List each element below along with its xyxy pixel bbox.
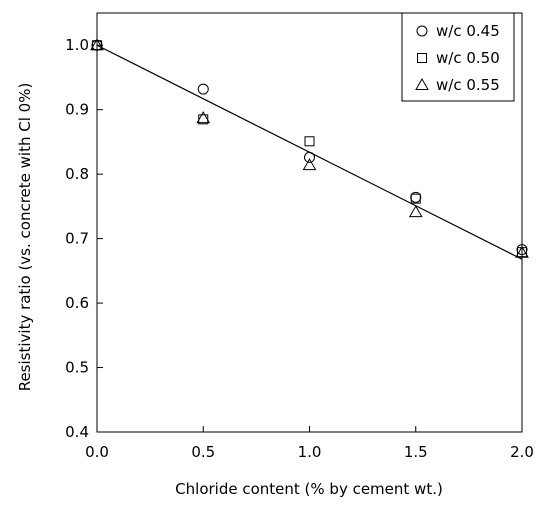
y-tick-label: 0.5 (65, 359, 89, 377)
legend-label: w/c 0.55 (436, 76, 500, 94)
y-tick-label: 0.8 (65, 165, 89, 183)
x-tick-label: 0.5 (191, 443, 215, 461)
data-point-triangle (90, 38, 104, 51)
y-tick-label: 0.9 (65, 101, 89, 119)
data-layer (90, 38, 529, 260)
y-axis-title: Resistivity ratio (vs. concrete with Cl … (16, 83, 34, 392)
legend-label: w/c 0.50 (436, 49, 500, 67)
x-tick-label: 1.0 (298, 443, 322, 461)
legend-label: w/c 0.45 (436, 22, 500, 40)
data-point-triangle (408, 205, 423, 218)
data-point-square (410, 193, 421, 204)
data-point-circle (197, 83, 209, 95)
legend: w/c 0.45 w/c 0.50 w/c 0.55 (401, 12, 515, 102)
series-triangle (90, 38, 529, 258)
data-point-circle (304, 151, 315, 163)
x-tick-label: 1.5 (404, 443, 428, 461)
y-tick-label: 1.0 (65, 36, 89, 54)
y-tick-label: 0.7 (65, 230, 89, 248)
data-point-triangle (196, 111, 211, 124)
legend-marker-triangle (415, 77, 429, 90)
axes: 0.4 0.5 0.6 0.7 0.8 0.9 1.0 0.0 0.5 1.0 1.5 2.0 (65, 36, 534, 461)
legend-marker-circle (416, 25, 428, 37)
x-axis-title: Chloride content (% by cement wt.) (175, 480, 443, 498)
data-point-triangle (302, 158, 317, 171)
legend-marker-square (417, 53, 427, 63)
y-tick-label: 0.4 (65, 423, 89, 441)
data-point-triangle (515, 245, 529, 258)
legend-box (401, 12, 515, 102)
x-tick-label: 2.0 (510, 443, 534, 461)
y-tick-label: 0.6 (65, 294, 89, 312)
x-tick-label: 0.0 (85, 443, 109, 461)
data-point-square (304, 136, 315, 147)
